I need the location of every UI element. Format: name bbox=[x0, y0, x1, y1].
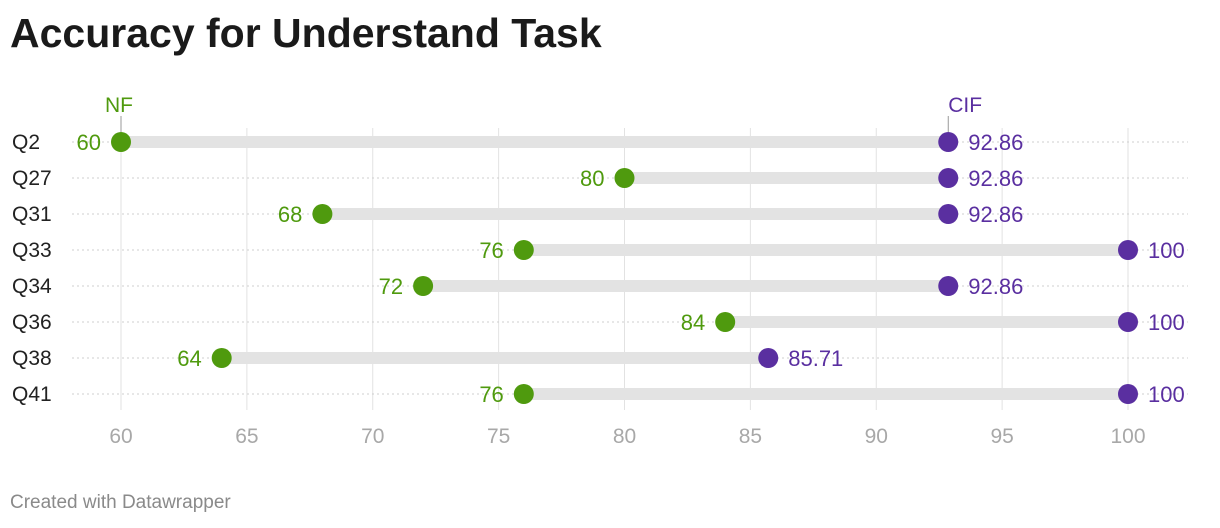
cif-value-label: 92.86 bbox=[968, 166, 1023, 191]
x-tick-label: 90 bbox=[865, 425, 888, 448]
cif-value-label: 92.86 bbox=[968, 274, 1023, 299]
cif-value-label: 100 bbox=[1148, 238, 1185, 263]
cif-value-label: 85.71 bbox=[788, 346, 843, 371]
cif-dot bbox=[938, 132, 959, 152]
cif-value-label: 92.86 bbox=[968, 130, 1023, 155]
nf-value-label: 76 bbox=[479, 382, 503, 407]
category-label: Q31 bbox=[12, 203, 52, 226]
cif-series-label: CIF bbox=[948, 94, 982, 117]
grid-layer bbox=[72, 128, 1188, 410]
chart-title: Accuracy for Understand Task bbox=[10, 10, 602, 56]
x-axis: 60 65 70 75 80 85 90 95 100 bbox=[109, 425, 1145, 448]
category-label: Q36 bbox=[12, 311, 52, 334]
nf-value-label: 64 bbox=[177, 346, 201, 371]
nf-value-label: 60 bbox=[77, 130, 101, 155]
cif-value-label: 100 bbox=[1148, 382, 1185, 407]
cif-dot bbox=[758, 348, 779, 368]
nf-series-label: NF bbox=[105, 94, 133, 117]
x-tick-label: 75 bbox=[487, 425, 510, 448]
x-tick-label: 65 bbox=[235, 425, 258, 448]
cif-dot bbox=[1118, 384, 1138, 404]
x-tick-label: 80 bbox=[613, 425, 636, 448]
rows-layer: Q2 60 92.86 Q27 80 92.86 Q31 68 92.86 Q33 76 100 Q34… bbox=[12, 130, 1185, 407]
nf-dot bbox=[111, 132, 131, 152]
credit-text[interactable]: Created with Datawrapper bbox=[10, 492, 231, 513]
nf-dot bbox=[312, 204, 333, 224]
cif-dot bbox=[938, 276, 959, 296]
category-label: Q2 bbox=[12, 131, 40, 154]
nf-dot bbox=[614, 168, 635, 188]
category-label: Q27 bbox=[12, 167, 52, 190]
category-label: Q34 bbox=[12, 275, 52, 298]
nf-dot bbox=[513, 384, 534, 404]
nf-dot bbox=[413, 276, 434, 296]
category-label: Q33 bbox=[12, 239, 52, 262]
x-tick-label: 70 bbox=[361, 425, 384, 448]
x-tick-label: 85 bbox=[739, 425, 762, 448]
cif-dot bbox=[938, 204, 959, 224]
x-tick-label: 95 bbox=[990, 425, 1013, 448]
cif-value-label: 100 bbox=[1148, 310, 1185, 335]
nf-value-label: 72 bbox=[379, 274, 403, 299]
nf-dot bbox=[715, 312, 736, 332]
cif-value-label: 92.86 bbox=[968, 202, 1023, 227]
nf-value-label: 68 bbox=[278, 202, 302, 227]
category-label: Q41 bbox=[12, 383, 52, 406]
cif-dot bbox=[1118, 312, 1138, 332]
nf-value-label: 76 bbox=[479, 238, 503, 263]
nf-value-label: 80 bbox=[580, 166, 604, 191]
nf-dot bbox=[513, 240, 534, 260]
cif-dot bbox=[1118, 240, 1138, 260]
category-label: Q38 bbox=[12, 347, 52, 370]
x-tick-label: 100 bbox=[1110, 425, 1145, 448]
nf-dot bbox=[211, 348, 232, 368]
cif-dot bbox=[938, 168, 959, 188]
nf-value-label: 84 bbox=[681, 310, 705, 335]
x-tick-label: 60 bbox=[109, 425, 132, 448]
